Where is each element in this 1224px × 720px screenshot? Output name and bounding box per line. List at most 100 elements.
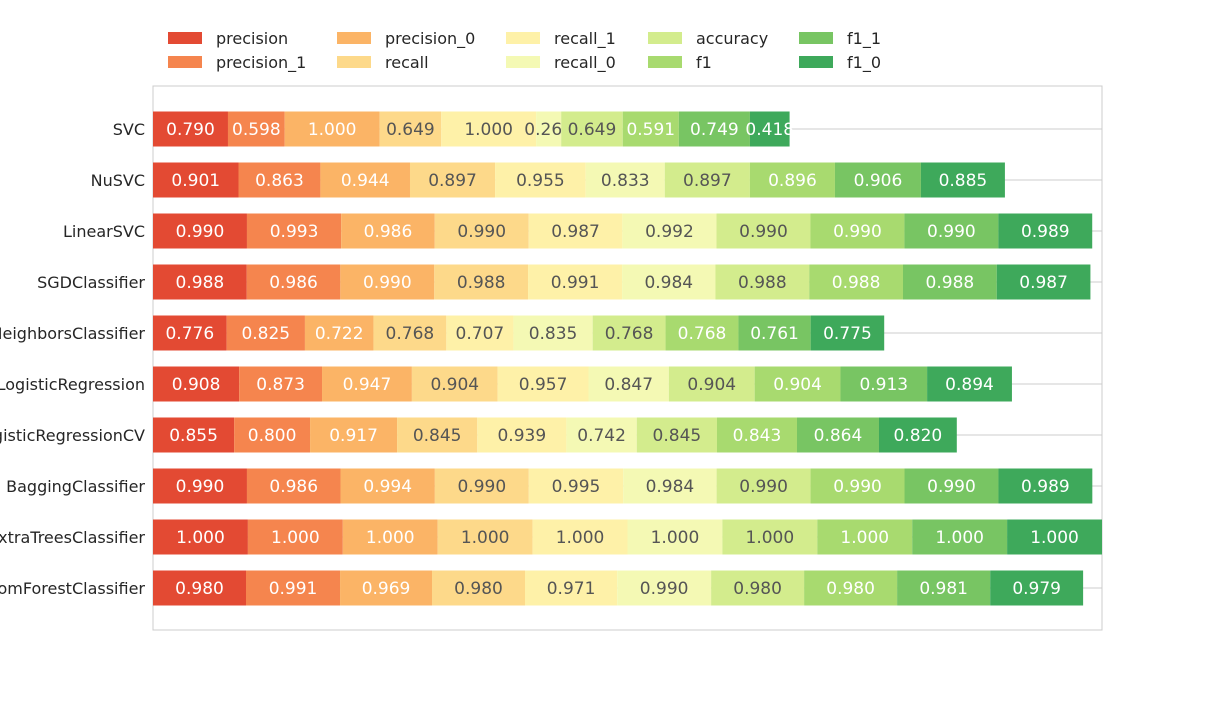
bar-segment <box>437 519 533 555</box>
data-label: 0.986 <box>364 222 413 242</box>
category-label: LogisticRegression <box>0 375 145 394</box>
data-label: 0.991 <box>269 579 318 599</box>
data-label: 0.990 <box>739 477 788 497</box>
bar-segment <box>322 366 412 402</box>
bar-segment <box>722 519 818 555</box>
bar-segment <box>904 213 999 249</box>
bar-segment <box>153 519 248 555</box>
bar-segment <box>153 315 227 351</box>
category-labels: SVC NuSVC LinearSVC SGDClassifier KNeighbors… <box>0 120 145 598</box>
bar-segment <box>247 519 343 555</box>
legend-swatch <box>799 32 833 44</box>
bar-segment <box>810 315 885 351</box>
bar-segment <box>678 111 750 147</box>
data-label: 0.894 <box>945 375 994 395</box>
data-label: 0.992 <box>645 222 694 242</box>
bar-segment <box>536 111 562 147</box>
data-label: 0.989 <box>1021 222 1070 242</box>
legend-label: recall <box>385 53 429 72</box>
bar-segment <box>809 264 903 300</box>
bar-segment <box>749 162 835 198</box>
data-label: 0.990 <box>739 222 788 242</box>
bar-segment <box>754 366 841 402</box>
bar-segment <box>341 213 435 249</box>
legend-label: precision <box>216 29 288 48</box>
legend-item: recall_1 <box>506 29 616 49</box>
bar-segment <box>153 213 247 249</box>
legend-item: f1 <box>648 53 712 72</box>
data-label: 1.000 <box>271 528 320 548</box>
bar-segment <box>477 417 567 453</box>
legend-item: f1_0 <box>799 53 881 73</box>
bar-segment <box>738 315 811 351</box>
category-label: NuSVC <box>91 171 145 190</box>
bar-segment <box>342 519 438 555</box>
data-label: 0.591 <box>626 120 675 140</box>
bar-segment <box>239 366 323 402</box>
data-label: 0.984 <box>646 477 695 497</box>
data-label: 0.990 <box>363 273 412 293</box>
data-label: 0.843 <box>733 426 782 446</box>
bar-segment <box>304 315 374 351</box>
data-label: 0.649 <box>568 120 617 140</box>
legend-item: precision <box>168 29 288 48</box>
data-label: 0.990 <box>457 222 506 242</box>
data-label: 0.955 <box>516 171 565 191</box>
data-label: 0.990 <box>927 222 976 242</box>
data-label: 0.649 <box>386 120 435 140</box>
data-label: 0.904 <box>430 375 479 395</box>
legend-label: recall_1 <box>554 29 616 49</box>
data-label: 1.000 <box>746 528 795 548</box>
bar-segment <box>234 417 311 453</box>
data-label: 0.707 <box>456 324 505 344</box>
data-label: 1.000 <box>556 528 605 548</box>
bar-segment <box>153 570 247 606</box>
data-label: 0.944 <box>341 171 390 191</box>
data-label: 0.947 <box>343 375 392 395</box>
data-label: 0.980 <box>826 579 875 599</box>
data-label: 0.906 <box>854 171 903 191</box>
bar-row: 0.855 0.800 0.917 0.845 0.939 0.742 0.845 0.843… <box>153 417 957 453</box>
bar-segment <box>636 417 717 453</box>
data-label: 0.845 <box>653 426 702 446</box>
data-label: 0.990 <box>457 477 506 497</box>
bar-segment <box>912 519 1008 555</box>
data-label: 0.864 <box>814 426 863 446</box>
data-label: 0.833 <box>601 171 650 191</box>
bar-row: 0.776 0.825 0.722 0.768 0.707 0.835 0.768 0.768… <box>153 315 885 351</box>
bar-segment <box>446 315 514 351</box>
bar-segment <box>495 162 586 198</box>
bar-segment <box>617 570 712 606</box>
data-label: 0.986 <box>269 477 318 497</box>
data-label: 0.980 <box>454 579 503 599</box>
bar-segment <box>246 468 341 504</box>
bar-segment <box>716 213 811 249</box>
legend-item: recall_0 <box>506 53 616 73</box>
bar-segment <box>238 162 321 198</box>
data-label: 0.991 <box>551 273 600 293</box>
bar-segment <box>340 570 433 606</box>
bar-segment <box>810 213 905 249</box>
data-label: 0.990 <box>833 222 882 242</box>
bar-segment <box>566 417 637 453</box>
bar-segment <box>592 315 666 351</box>
data-label: 0.749 <box>690 120 739 140</box>
bar-segment <box>990 570 1084 606</box>
data-label: 0.863 <box>255 171 304 191</box>
bar-segment <box>528 468 624 504</box>
bar-segment <box>796 417 879 453</box>
data-label: 0.939 <box>497 426 546 446</box>
bar-segment <box>434 264 529 300</box>
bar-segment <box>525 570 618 606</box>
legend-item: f1_1 <box>799 29 881 49</box>
data-label: 0.908 <box>172 375 221 395</box>
category-label: SGDClassifier <box>37 273 145 292</box>
legend-label: precision_1 <box>216 53 306 73</box>
category-label: LogisticRegressionCV <box>0 426 145 445</box>
bar-segment <box>622 264 716 300</box>
data-label: 0.990 <box>176 477 225 497</box>
data-label: 0.988 <box>457 273 506 293</box>
bar-segment <box>878 417 957 453</box>
bar-segment <box>834 162 921 198</box>
